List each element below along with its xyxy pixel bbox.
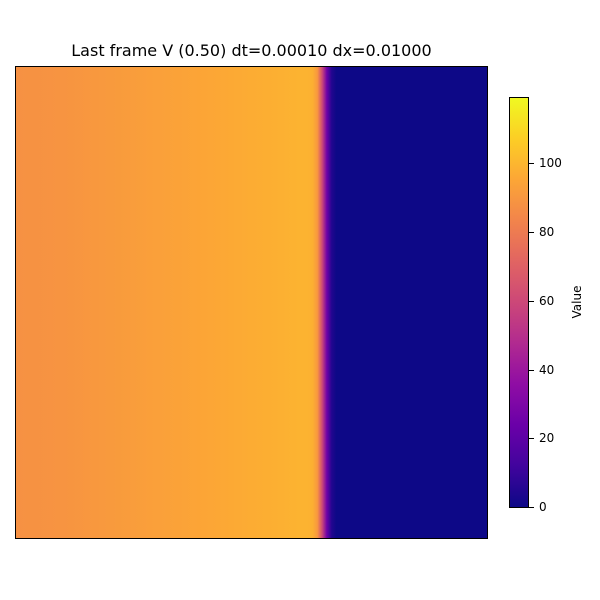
heatmap-plot — [15, 66, 488, 539]
colorbar-tick — [529, 507, 534, 508]
chart-title: Last frame V (0.50) dt=0.00010 dx=0.0100… — [71, 41, 432, 60]
colorbar-tick — [529, 369, 534, 371]
colorbar-tick-label: 0 — [539, 500, 547, 514]
colorbar-tick-label: 100 — [539, 156, 562, 171]
colorbar-tick-label: 60 — [539, 293, 555, 308]
colorbar-tick-label: 40 — [539, 362, 555, 377]
colorbar — [509, 97, 529, 508]
colorbar-tick-label: 20 — [539, 431, 555, 446]
heatmap-field — [16, 67, 487, 538]
colorbar-tick — [529, 300, 534, 302]
colorbar-label: Value — [570, 285, 584, 319]
colorbar-tick — [529, 232, 534, 234]
colorbar-tick — [529, 438, 534, 440]
colorbar-gradient — [510, 98, 528, 507]
colorbar-tick — [529, 163, 534, 165]
colorbar-tick-label: 80 — [539, 225, 555, 240]
heatmap-image — [16, 67, 487, 538]
